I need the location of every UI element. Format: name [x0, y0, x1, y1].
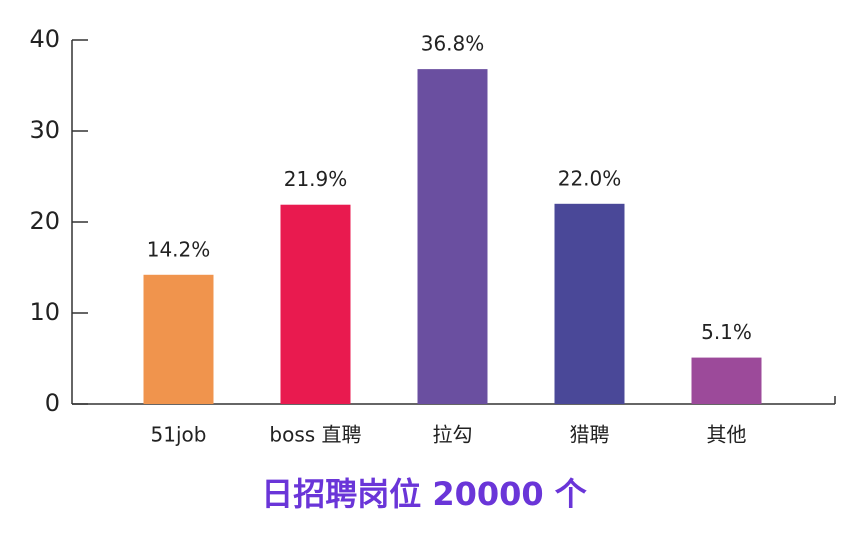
- y-tick-label: 20: [29, 207, 60, 235]
- y-tick-label: 30: [29, 116, 60, 144]
- x-tick-label: 拉勾: [433, 423, 473, 447]
- bar: [554, 203, 625, 404]
- chart-title: 日招聘岗位 20000 个: [261, 475, 587, 513]
- y-tick-label: 40: [29, 25, 60, 53]
- value-label: 14.2%: [147, 237, 211, 261]
- bar: [280, 204, 351, 404]
- value-label: 36.8%: [421, 32, 485, 56]
- x-tick-label: boss 直聘: [269, 423, 361, 447]
- bar: [143, 274, 214, 404]
- x-tick-label: 其他: [707, 423, 747, 447]
- value-label: 22.0%: [558, 166, 622, 190]
- value-label: 21.9%: [284, 167, 348, 191]
- x-tick-label: 51job: [151, 423, 207, 447]
- y-tick-label: 0: [45, 389, 60, 417]
- x-tick-label: 猎聘: [570, 423, 610, 447]
- bar: [691, 357, 762, 404]
- value-label: 5.1%: [701, 320, 752, 344]
- bar: [417, 69, 488, 405]
- y-tick-label: 10: [29, 298, 60, 326]
